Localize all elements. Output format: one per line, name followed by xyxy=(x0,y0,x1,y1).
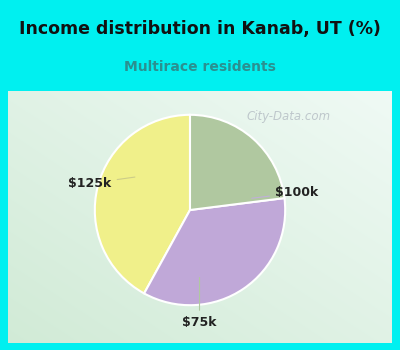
Text: Income distribution in Kanab, UT (%): Income distribution in Kanab, UT (%) xyxy=(19,20,381,38)
Text: City-Data.com: City-Data.com xyxy=(246,110,330,123)
Wedge shape xyxy=(190,115,284,210)
Text: $125k: $125k xyxy=(68,177,135,190)
Wedge shape xyxy=(144,198,285,305)
Wedge shape xyxy=(95,115,190,293)
Text: Multirace residents: Multirace residents xyxy=(124,60,276,74)
Text: $100k: $100k xyxy=(252,186,318,200)
Text: $75k: $75k xyxy=(182,278,217,329)
